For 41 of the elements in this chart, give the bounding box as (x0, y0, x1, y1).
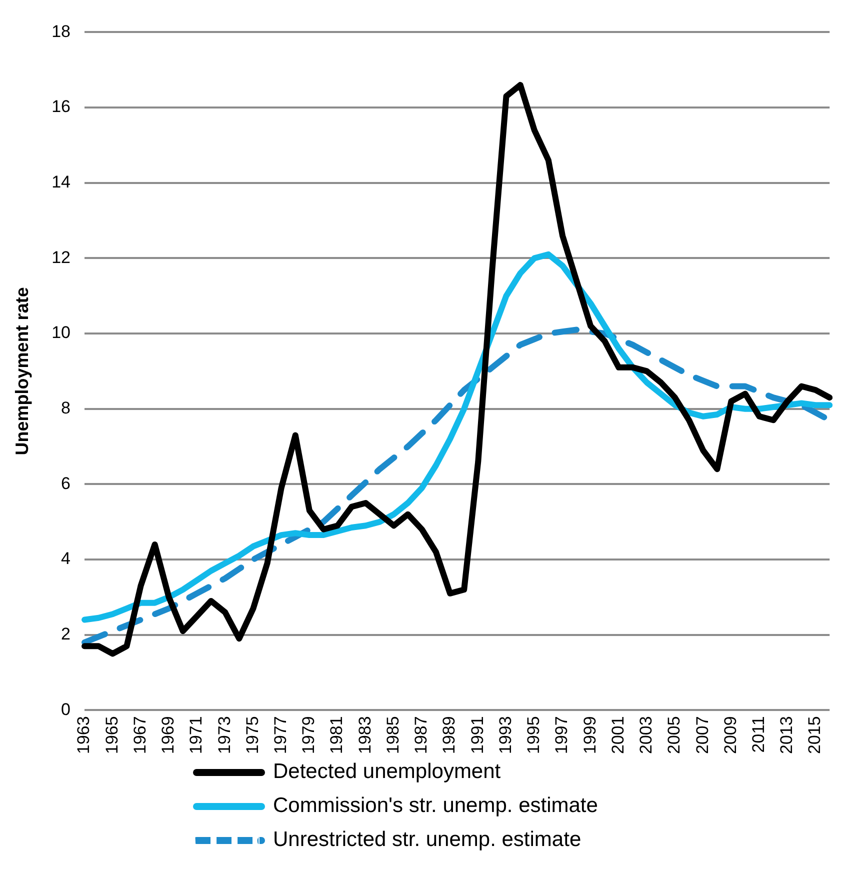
x-tick-label: 2015 (805, 716, 824, 754)
y-tick-label: 14 (52, 172, 71, 192)
y-tick-label: 6 (61, 474, 71, 493)
y-axis-title: Unemployment rate (12, 287, 32, 456)
x-tick-label: 1983 (355, 716, 374, 754)
x-tick-label: 2007 (692, 716, 712, 754)
x-tick-label: 1977 (271, 716, 290, 754)
y-tick-label: 0 (61, 700, 71, 719)
x-tick-label: 1975 (242, 716, 262, 754)
x-tick-label: 1979 (299, 716, 318, 754)
x-tick-label: 1987 (412, 716, 431, 754)
y-tick-label: 4 (61, 549, 71, 568)
y-tick-label: 18 (52, 22, 71, 41)
legend-label: Commission's str. unemp. estimate (273, 794, 598, 818)
y-tick-label: 16 (52, 97, 71, 116)
x-tick-label: 1965 (102, 716, 122, 754)
x-tick-label: 1981 (327, 716, 346, 754)
x-tick-label: 2003 (636, 716, 656, 754)
x-tick-label: 2011 (748, 716, 768, 753)
legend-label: Detected unemployment (273, 760, 501, 784)
x-tick-label: 1969 (158, 716, 178, 754)
x-tick-label: 1997 (552, 716, 572, 754)
legend-label: Unrestricted str. unemp. estimate (273, 828, 582, 852)
x-tick-label: 2013 (777, 716, 796, 754)
x-tick-label: 1989 (440, 716, 459, 754)
x-tick-label: 1993 (496, 716, 515, 754)
x-tick-label: 2005 (664, 716, 684, 754)
x-tick-label: 1995 (524, 716, 544, 754)
x-tick-label: 1991 (468, 716, 487, 754)
x-tick-label: 2009 (720, 716, 740, 754)
x-tick-label: 1963 (74, 716, 94, 754)
y-tick-label: 8 (61, 398, 71, 418)
y-tick-label: 10 (52, 323, 71, 342)
x-tick-label: 1971 (186, 716, 206, 754)
x-tick-label: 1973 (214, 716, 234, 754)
x-tick-label: 2001 (608, 716, 628, 754)
x-tick-label: 1985 (383, 716, 402, 754)
x-tick-label: 1999 (580, 716, 600, 754)
y-tick-label: 2 (61, 624, 71, 644)
y-tick-label: 12 (52, 248, 71, 267)
x-tick-label: 1967 (130, 716, 150, 754)
